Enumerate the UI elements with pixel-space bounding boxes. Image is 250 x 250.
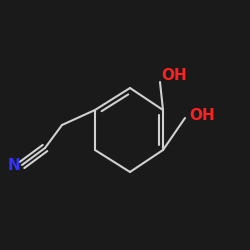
Text: OH: OH	[190, 108, 215, 124]
Text: N: N	[8, 158, 21, 172]
Text: OH: OH	[161, 68, 187, 83]
